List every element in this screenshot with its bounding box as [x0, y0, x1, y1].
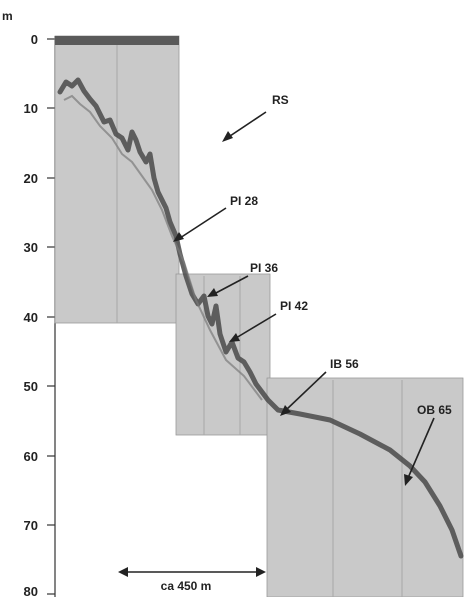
label-rs: RS	[272, 93, 289, 107]
depth-tick-label: 60	[24, 449, 38, 464]
label-ib56: IB 56	[330, 357, 359, 371]
depth-tick-label: 10	[24, 101, 38, 116]
seafloor-echo-shadow	[63, 94, 263, 401]
horizontal-scale-bar: ca 450 m	[118, 567, 266, 593]
arrow-rs	[226, 111, 267, 139]
depth-tick-label: 0	[31, 32, 38, 47]
scale-bar-left-arrowhead	[118, 567, 128, 577]
arrow-rs-head	[222, 131, 233, 142]
arrow-ob65-head	[404, 474, 413, 486]
scale-bar-right-arrowhead	[256, 567, 266, 577]
label-pi42: PI 42	[280, 299, 308, 313]
label-pi36: PI 36	[250, 261, 278, 275]
arrow-pi42-head	[229, 333, 240, 342]
arrow-pi36-head	[207, 288, 218, 297]
depth-axis: m 0 10 20 30 40 50 60 70 80	[2, 9, 56, 597]
arrow-pi42	[235, 313, 277, 339]
arrow-pi28-head	[173, 232, 184, 242]
scale-bar-label: ca 450 m	[161, 579, 212, 593]
seafloor-echo	[57, 77, 464, 559]
depth-tick-label: 70	[24, 518, 38, 533]
depth-tick-label: 40	[24, 310, 38, 325]
depth-tick-label: 50	[24, 379, 38, 394]
arrow-pi28	[179, 207, 227, 239]
label-ob65: OB 65	[417, 403, 452, 417]
annotation-arrows	[173, 111, 435, 486]
depth-tick-label: 80	[24, 584, 38, 597]
seafloor-trace	[57, 77, 464, 559]
depth-tick-label: 30	[24, 240, 38, 255]
arrow-pi36	[213, 275, 249, 295]
annotation-labels: RS PI 28 PI 36 PI 42 IB 56 OB 65	[230, 93, 452, 417]
arrow-ib56-head	[280, 405, 291, 416]
label-pi28: PI 28	[230, 194, 258, 208]
echogram-panels	[54, 35, 464, 597]
depth-tick-label: 20	[24, 171, 38, 186]
arrow-ob65	[407, 417, 435, 479]
echogram-surface-band	[55, 36, 179, 45]
arrow-ib56	[285, 371, 327, 411]
depth-unit-label: m	[2, 9, 13, 23]
